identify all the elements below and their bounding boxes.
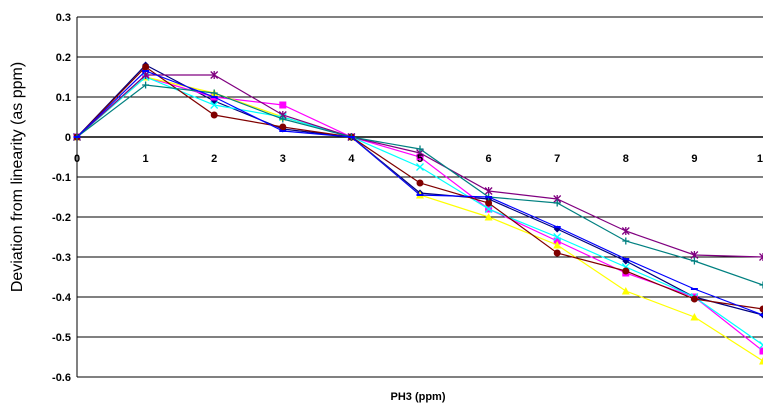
series-line — [77, 75, 763, 257]
x-axis-label: PH3 (ppm) — [391, 391, 446, 403]
y-tick-label: 0 — [65, 132, 71, 144]
series-line — [77, 77, 763, 361]
data-point — [691, 258, 698, 265]
series-group — [73, 62, 763, 365]
series-line — [77, 67, 763, 309]
x-tick-label: 1 — [143, 153, 149, 165]
data-point — [142, 64, 149, 71]
data-point — [622, 227, 629, 235]
data-point — [691, 296, 698, 303]
data-point — [760, 282, 763, 289]
series-6 — [74, 64, 763, 313]
y-tick-label: -0.5 — [52, 332, 71, 344]
y-tick-label: 0.2 — [56, 52, 71, 64]
x-tick-label: 10 — [757, 153, 763, 165]
data-point — [760, 306, 763, 313]
y-tick-label: -0.1 — [52, 172, 71, 184]
series-1 — [74, 62, 763, 319]
x-tick-label: 5 — [417, 153, 423, 165]
x-tick-label: 6 — [486, 153, 492, 165]
series-4 — [74, 74, 763, 349]
x-tick-label: 0 — [74, 153, 80, 165]
y-tick-label: -0.6 — [52, 372, 71, 384]
data-point — [690, 313, 698, 321]
series-line — [77, 77, 763, 351]
data-point — [485, 200, 492, 207]
y-axis-label: Deviation from linearity (as ppm) — [9, 62, 26, 292]
data-point — [622, 238, 629, 245]
data-point — [622, 268, 629, 275]
y-tick-label: -0.3 — [52, 252, 71, 264]
x-tick-label: 7 — [554, 153, 560, 165]
x-tick-label: 8 — [623, 153, 629, 165]
x-tick-label: 3 — [280, 153, 286, 165]
data-point — [554, 250, 561, 257]
series-3 — [73, 73, 763, 365]
y-tick-label: 0.1 — [56, 92, 71, 104]
series-line — [77, 77, 763, 345]
y-tick-label: -0.4 — [52, 292, 72, 304]
series-2 — [74, 74, 763, 355]
data-point — [211, 112, 218, 119]
y-tick-label: -0.2 — [52, 212, 71, 224]
data-point — [279, 102, 286, 109]
data-point — [417, 180, 424, 187]
data-point — [760, 342, 763, 349]
x-tick-label: 2 — [211, 153, 217, 165]
x-tick-label: 9 — [691, 153, 697, 165]
x-tick-label: 4 — [348, 153, 355, 165]
data-point — [622, 287, 630, 295]
y-tick-label: 0.3 — [56, 12, 71, 24]
